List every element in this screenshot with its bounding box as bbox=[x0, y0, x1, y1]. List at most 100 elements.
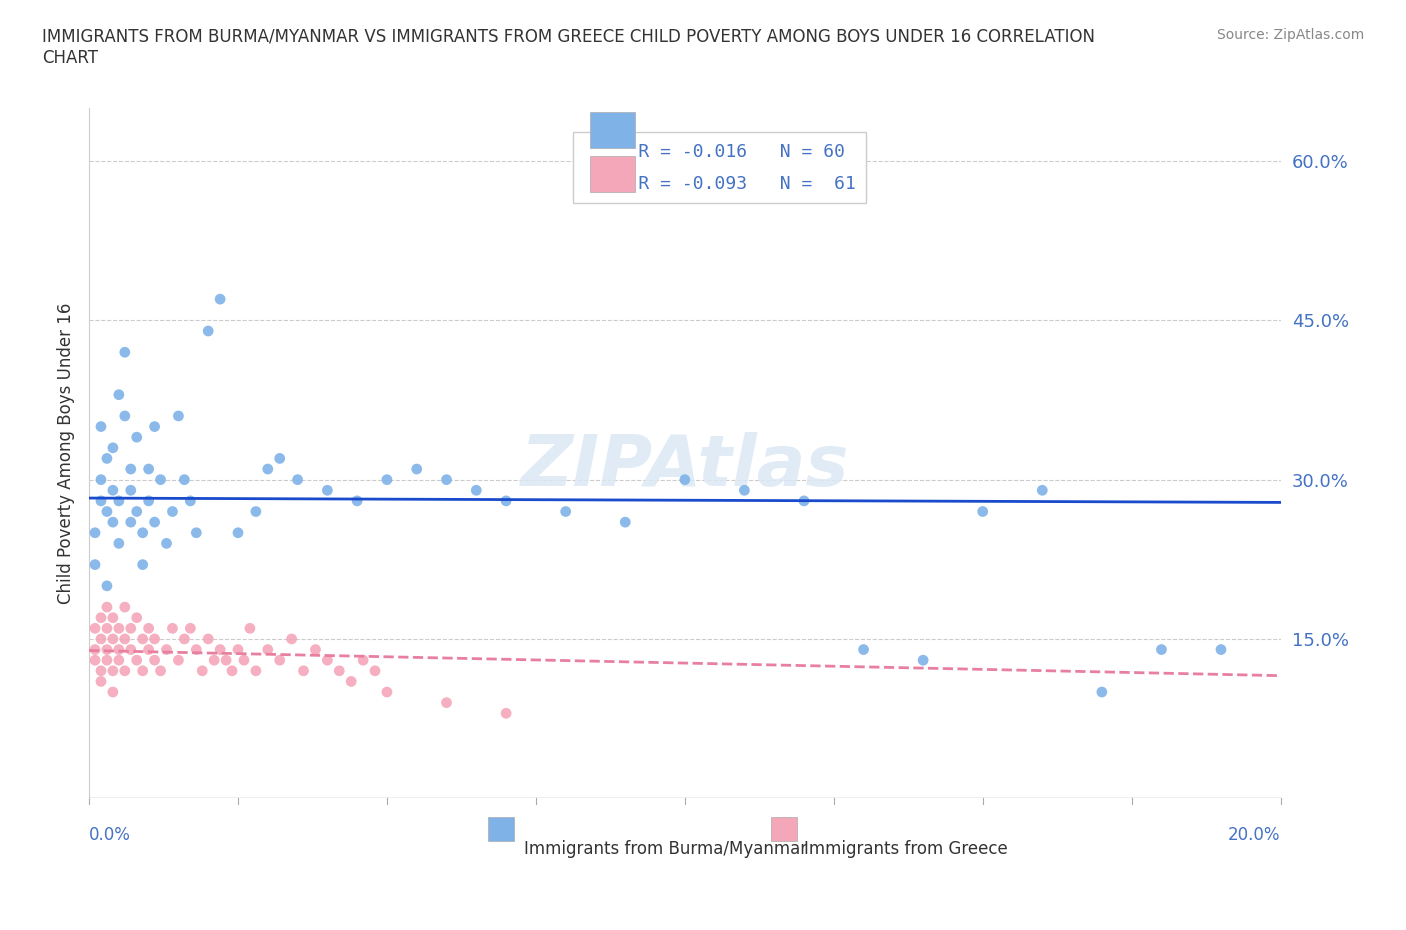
Point bbox=[173, 472, 195, 487]
Text: Source: ZipAtlas.com: Source: ZipAtlas.com bbox=[1216, 28, 1364, 42]
Point bbox=[84, 653, 107, 668]
Point bbox=[149, 472, 172, 487]
Text: ZIPAtlas: ZIPAtlas bbox=[520, 432, 849, 501]
Point bbox=[209, 642, 232, 657]
Point bbox=[101, 610, 124, 625]
Point bbox=[495, 706, 517, 721]
Point bbox=[256, 642, 278, 657]
Point bbox=[90, 419, 112, 434]
Point bbox=[90, 631, 112, 646]
Point bbox=[280, 631, 302, 646]
Point bbox=[162, 621, 184, 636]
FancyBboxPatch shape bbox=[488, 817, 515, 841]
Point bbox=[101, 441, 124, 456]
Point bbox=[84, 621, 107, 636]
Point bbox=[405, 461, 427, 476]
Point bbox=[96, 621, 118, 636]
Point bbox=[375, 684, 398, 699]
Text: R = -0.016   N = 60
     R = -0.093   N =  61: R = -0.016 N = 60 R = -0.093 N = 61 bbox=[583, 142, 855, 193]
Point bbox=[114, 631, 136, 646]
Point bbox=[114, 663, 136, 678]
Point bbox=[84, 557, 107, 572]
Point bbox=[84, 525, 107, 540]
Point bbox=[101, 684, 124, 699]
Text: IMMIGRANTS FROM BURMA/MYANMAR VS IMMIGRANTS FROM GREECE CHILD POVERTY AMONG BOYS: IMMIGRANTS FROM BURMA/MYANMAR VS IMMIGRA… bbox=[42, 28, 1095, 67]
Point bbox=[352, 653, 374, 668]
Point bbox=[793, 494, 815, 509]
Point bbox=[167, 408, 190, 423]
Point bbox=[340, 674, 363, 689]
Point bbox=[114, 345, 136, 360]
Point bbox=[221, 663, 243, 678]
Point bbox=[120, 642, 142, 657]
Y-axis label: Child Poverty Among Boys Under 16: Child Poverty Among Boys Under 16 bbox=[58, 302, 75, 604]
Point bbox=[108, 387, 131, 402]
Point bbox=[287, 472, 309, 487]
Point bbox=[673, 472, 696, 487]
Point bbox=[554, 504, 576, 519]
Point bbox=[125, 610, 148, 625]
Point bbox=[96, 653, 118, 668]
Point bbox=[495, 494, 517, 509]
Point bbox=[138, 461, 160, 476]
Point bbox=[108, 494, 131, 509]
Point bbox=[120, 461, 142, 476]
Point bbox=[733, 483, 755, 498]
Point bbox=[1091, 684, 1114, 699]
Point bbox=[108, 536, 131, 551]
Text: 0.0%: 0.0% bbox=[89, 826, 131, 844]
Point bbox=[90, 494, 112, 509]
Point bbox=[852, 642, 875, 657]
Point bbox=[328, 663, 350, 678]
Point bbox=[269, 451, 291, 466]
Point bbox=[316, 653, 339, 668]
Point bbox=[1209, 642, 1232, 657]
Text: 20.0%: 20.0% bbox=[1227, 826, 1281, 844]
Point bbox=[90, 610, 112, 625]
Point bbox=[375, 472, 398, 487]
Point bbox=[179, 494, 201, 509]
Point bbox=[131, 525, 153, 540]
Point bbox=[131, 557, 153, 572]
FancyBboxPatch shape bbox=[770, 817, 797, 841]
Point bbox=[245, 504, 267, 519]
Point bbox=[215, 653, 238, 668]
Point bbox=[149, 663, 172, 678]
Point bbox=[239, 621, 262, 636]
Point bbox=[138, 494, 160, 509]
Point bbox=[108, 621, 131, 636]
Point bbox=[155, 536, 177, 551]
Point bbox=[96, 600, 118, 615]
Point bbox=[114, 600, 136, 615]
Point bbox=[226, 642, 249, 657]
Point bbox=[84, 642, 107, 657]
Point bbox=[209, 292, 232, 307]
Point bbox=[138, 642, 160, 657]
Point bbox=[269, 653, 291, 668]
Point bbox=[245, 663, 267, 678]
Point bbox=[125, 653, 148, 668]
Point bbox=[197, 324, 219, 339]
Point bbox=[143, 653, 166, 668]
Point bbox=[173, 631, 195, 646]
Point bbox=[972, 504, 994, 519]
Point bbox=[131, 663, 153, 678]
Point bbox=[90, 472, 112, 487]
Point bbox=[364, 663, 387, 678]
Point bbox=[96, 642, 118, 657]
Point bbox=[197, 631, 219, 646]
Point bbox=[162, 504, 184, 519]
Point bbox=[912, 653, 935, 668]
Point bbox=[101, 483, 124, 498]
Point bbox=[138, 621, 160, 636]
Point bbox=[1031, 483, 1053, 498]
Point bbox=[614, 514, 637, 529]
Point bbox=[191, 663, 214, 678]
Point bbox=[233, 653, 256, 668]
Text: Immigrants from Greece: Immigrants from Greece bbox=[804, 840, 1008, 857]
FancyBboxPatch shape bbox=[589, 156, 634, 193]
Point bbox=[90, 663, 112, 678]
Point bbox=[96, 451, 118, 466]
Point bbox=[108, 653, 131, 668]
Point bbox=[256, 461, 278, 476]
